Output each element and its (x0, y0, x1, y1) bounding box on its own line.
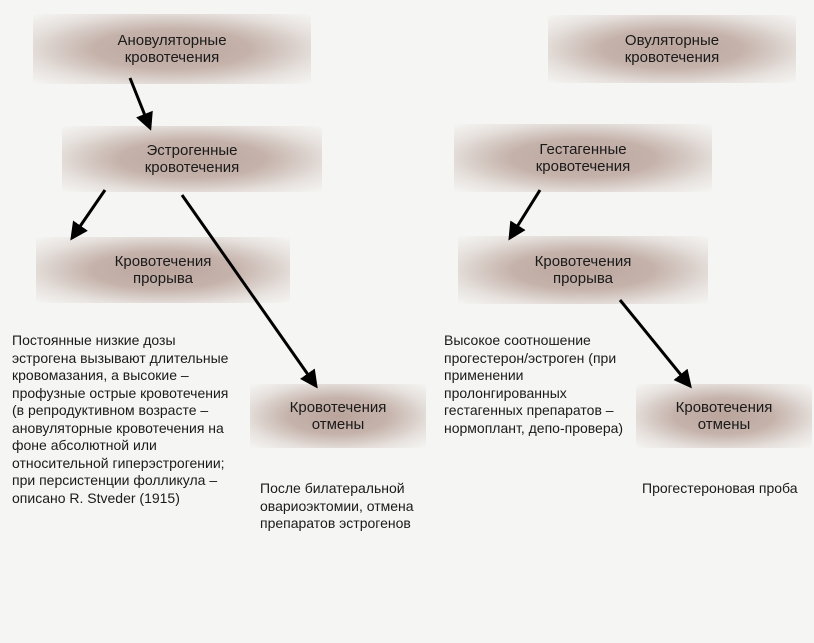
node-estrogen: Эстрогенныекровотечения (62, 126, 322, 192)
node-withdrawal-2: Кровотеченияотмены (636, 384, 812, 448)
node-breakthrough-2: Кровотеченияпрорыва (458, 236, 708, 304)
node-label: Гестагенныекровотечения (536, 141, 631, 175)
node-label: Эстрогенныекровотечения (145, 142, 240, 176)
text-content: После билатеральной овариоэктомии, отмен… (260, 480, 414, 531)
node-breakthrough-1: Кровотеченияпрорыва (36, 237, 290, 303)
node-label: Кровотеченияпрорыва (115, 253, 212, 287)
node-gestagen: Гестагенныекровотечения (454, 124, 712, 192)
text-content: Высокое соотношение прогестерон/эстроген… (444, 332, 623, 436)
text-withdrawal-2-desc: Прогестероновая проба (642, 480, 802, 498)
text-content: Постоянные низкие дозы эстрогена вызываю… (12, 332, 228, 506)
node-anovulatory: Ановуляторныекровотечения (33, 14, 311, 84)
node-label: Овуляторныекровотечения (625, 32, 720, 66)
node-withdrawal-1: Кровотеченияотмены (250, 384, 426, 448)
node-label: Кровотеченияотмены (676, 399, 773, 433)
text-gestagen-desc: Высокое соотношение прогестерон/эстроген… (444, 332, 624, 437)
node-label: Кровотеченияотмены (290, 399, 387, 433)
flowchart-arrows (0, 0, 814, 643)
text-withdrawal-1-desc: После билатеральной овариоэктомии, отмен… (260, 480, 420, 533)
node-ovulatory: Овуляторныекровотечения (548, 15, 796, 83)
node-label: Кровотеченияпрорыва (535, 253, 632, 287)
text-content: Прогестероновая проба (642, 480, 798, 496)
text-estrogen-desc: Постоянные низкие дозы эстрогена вызываю… (12, 332, 242, 507)
node-label: Ановуляторныекровотечения (117, 32, 226, 66)
